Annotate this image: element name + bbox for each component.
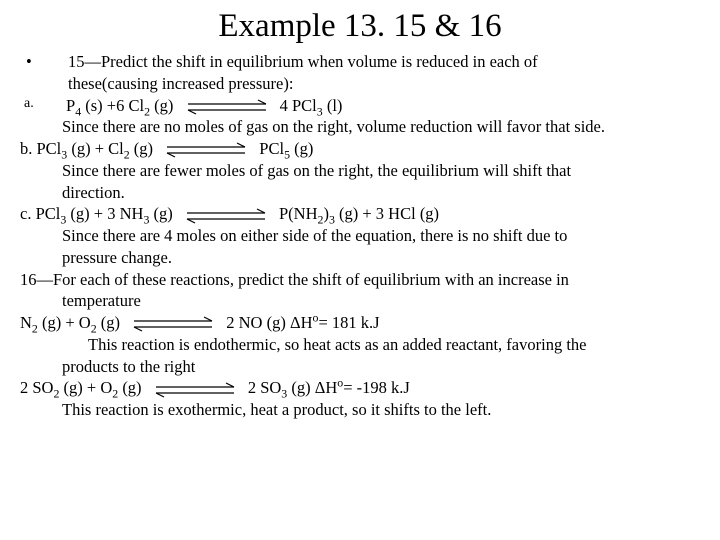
t: (g): [97, 313, 120, 332]
t: temperature: [20, 290, 141, 312]
t: (g): [130, 139, 153, 158]
equilibrium-arrow-icon: [152, 382, 238, 398]
t: P: [66, 96, 75, 115]
q15c-label: c.: [20, 204, 36, 223]
t: 2 SO: [248, 378, 281, 397]
t: Since there are 4 moles on either side o…: [62, 226, 567, 245]
t: = -198 k.J: [343, 378, 410, 397]
t: (g) + 3 HCl (g): [335, 204, 439, 223]
t: (g): [149, 204, 172, 223]
q15a-row: a. P4 (s) +6 Cl2 (g) 4 PCl3 (l): [20, 95, 700, 117]
t: N: [20, 313, 32, 332]
q16-r1-expl2: products to the right: [20, 356, 700, 378]
t: PCl: [37, 139, 62, 158]
t: ΔH: [290, 313, 313, 332]
t: P(NH: [279, 204, 318, 223]
t: 2 NO (g): [226, 313, 290, 332]
t: (g): [290, 139, 313, 158]
equilibrium-arrow-icon: [163, 142, 249, 158]
q15-prompt-b: these(causing increased pressure):: [68, 74, 293, 93]
t: products to the right: [62, 357, 195, 376]
q15b-expl: Since there are fewer moles of gas on th…: [20, 160, 700, 204]
t: (g) + 3 NH: [66, 204, 143, 223]
q15a-label: a.: [20, 95, 66, 113]
q15b-label: b.: [20, 139, 37, 158]
q16-r2: 2 SO2 (g) + O2 (g) 2 SO3 (g) ΔHo= -198 k…: [20, 377, 700, 399]
t: (g) + Cl: [67, 139, 124, 158]
q15a-expl: Since there are no moles of gas on the r…: [20, 116, 700, 138]
bullet-icon: •: [20, 51, 68, 73]
q15c-expl: Since there are 4 moles on either side o…: [20, 225, 700, 269]
t: 4 PCl: [280, 96, 317, 115]
t: (g): [118, 378, 141, 397]
t: (g) + O: [38, 313, 91, 332]
t: (l): [323, 96, 343, 115]
t: (g) + O: [59, 378, 112, 397]
t: (g): [287, 378, 315, 397]
slide-title: Example 13. 15 & 16: [20, 8, 700, 45]
t: PCl: [36, 204, 61, 223]
equilibrium-arrow-icon: [184, 99, 270, 115]
q15-prompt-row: • 15—Predict the shift in equilibrium wh…: [20, 51, 700, 95]
t: 16—For each of these reactions, predict …: [20, 270, 569, 289]
q16-r2-expl: This reaction is exothermic, heat a prod…: [20, 399, 700, 421]
content: • 15—Predict the shift in equilibrium wh…: [20, 51, 700, 421]
t: direction.: [62, 183, 125, 202]
q15b-row: b. PCl3 (g) + Cl2 (g) PCl5 (g): [20, 138, 700, 160]
t: PCl: [259, 139, 284, 158]
t: This reaction is endothermic, so heat ac…: [88, 335, 586, 354]
q15c-row: c. PCl3 (g) + 3 NH3 (g) P(NH2)3 (g) + 3 …: [20, 203, 700, 225]
q16-r1-expl: This reaction is endothermic, so heat ac…: [20, 334, 700, 356]
t: Since there are fewer moles of gas on th…: [62, 161, 571, 180]
q15-prompt: 15—Predict the shift in equilibrium when…: [68, 51, 700, 95]
t: 2 SO: [20, 378, 53, 397]
equilibrium-arrow-icon: [183, 208, 269, 224]
q16-prompt: 16—For each of these reactions, predict …: [20, 269, 700, 313]
t: = 181 k.J: [318, 313, 379, 332]
q15-prompt-a: 15—Predict the shift in equilibrium when…: [68, 52, 538, 71]
t: pressure change.: [62, 248, 172, 267]
t: ΔH: [315, 378, 338, 397]
q16-r1: N2 (g) + O2 (g) 2 NO (g) ΔHo= 181 k.J: [20, 312, 700, 334]
q15a-eq: P4 (s) +6 Cl2 (g) 4 PCl3 (l): [66, 95, 700, 117]
t: (g): [150, 96, 173, 115]
t: (s) +6 Cl: [81, 96, 144, 115]
slide: Example 13. 15 & 16 • 15—Predict the shi…: [0, 0, 720, 431]
equilibrium-arrow-icon: [130, 316, 216, 332]
